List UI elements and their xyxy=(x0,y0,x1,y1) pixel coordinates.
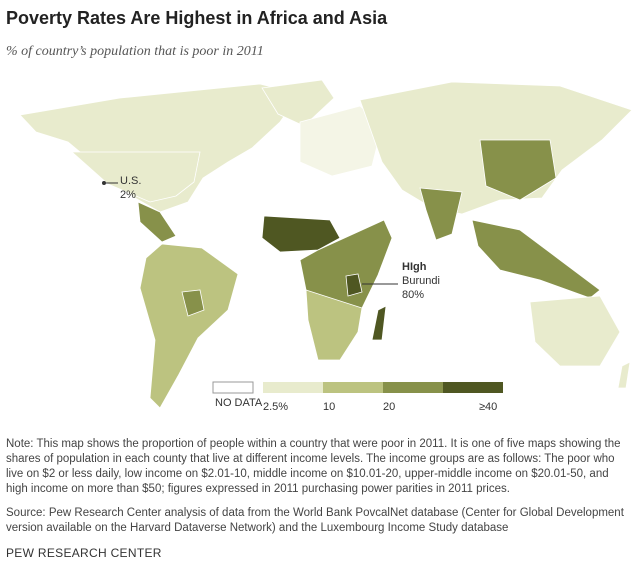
annotation-name: Burundi xyxy=(402,275,440,287)
bolivia xyxy=(181,289,205,317)
new-zealand xyxy=(617,361,631,389)
legend-swatch xyxy=(323,382,383,393)
legend-tick-label: 20 xyxy=(383,401,395,413)
india xyxy=(419,187,463,241)
united-states xyxy=(70,151,201,203)
legend-tick-label: ≥40 xyxy=(479,401,497,413)
source: Source: Pew Research Center analysis of … xyxy=(6,507,624,534)
southern-africa xyxy=(305,289,363,361)
landmasses xyxy=(19,79,633,409)
burundi xyxy=(345,273,363,297)
madagascar xyxy=(371,305,387,341)
australia xyxy=(529,295,621,367)
legend-swatch xyxy=(263,382,323,393)
legend-no-data: NO DATA xyxy=(215,397,263,409)
southeast-asia xyxy=(471,219,601,299)
legend-tick-label: 10 xyxy=(323,401,335,413)
note: Note: This map shows the proportion of p… xyxy=(6,438,621,495)
china xyxy=(479,139,557,201)
central-america xyxy=(137,201,177,243)
annotation-heading: U.S. xyxy=(120,175,141,187)
legend: NO DATA 2.5% 10 20 ≥40 xyxy=(212,381,503,413)
no-data-swatch xyxy=(212,381,254,394)
legend-swatch xyxy=(443,382,503,393)
map: U.S. 2% HIgh Burundi 80% NO DATA 2.5% 10 2… xyxy=(19,79,633,413)
europe xyxy=(299,105,383,177)
annotation-value: 2% xyxy=(120,189,136,201)
footer: PEW RESEARCH CENTER xyxy=(6,546,162,560)
greenland xyxy=(261,79,335,127)
annotation-value: 80% xyxy=(402,289,424,301)
north-africa xyxy=(263,179,385,221)
south-america xyxy=(139,243,239,409)
legend-swatch xyxy=(383,382,443,393)
subtitle: % of country’s population that is poor i… xyxy=(6,44,264,59)
annotations: U.S. 2% HIgh Burundi 80% xyxy=(102,175,440,301)
title: Poverty Rates Are Highest in Africa and … xyxy=(6,8,388,28)
annotation-heading: HIgh xyxy=(402,261,427,273)
us-marker xyxy=(102,181,106,185)
legend-tick-label: 2.5% xyxy=(263,401,288,413)
